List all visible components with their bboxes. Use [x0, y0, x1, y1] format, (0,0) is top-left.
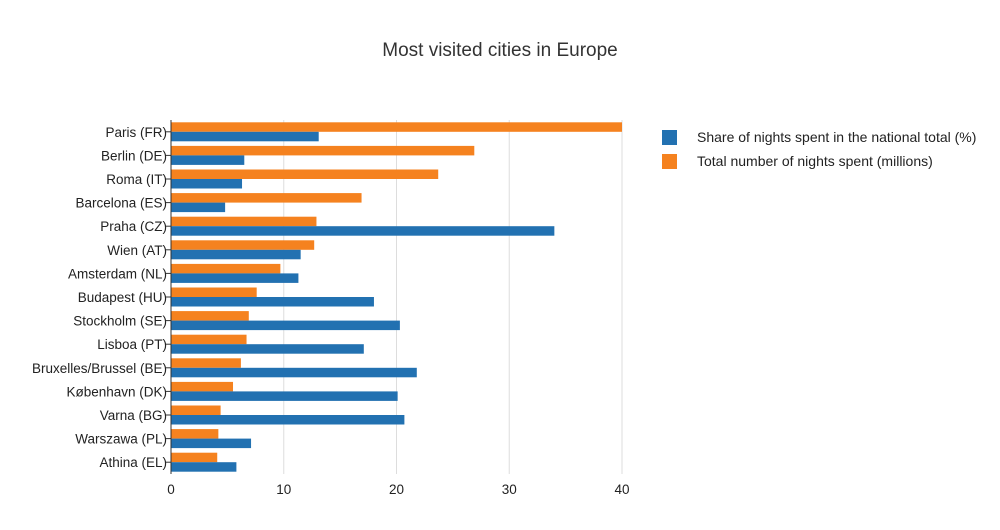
axes — [166, 120, 172, 474]
bar-total-nights[interactable] — [171, 334, 247, 345]
bar-share-nights[interactable] — [171, 273, 299, 283]
legend-label-total: Total number of nights spent (millions) — [697, 153, 933, 169]
bar-share-nights[interactable] — [171, 297, 374, 307]
category-label: Barcelona (ES) — [75, 196, 167, 211]
x-tick-label: 0 — [167, 482, 175, 497]
legend-swatch-share — [662, 129, 677, 145]
category-label: Stockholm (SE) — [73, 314, 167, 329]
bar-share-nights[interactable] — [171, 462, 237, 472]
bar-share-nights[interactable] — [171, 367, 417, 378]
x-tick-label: 20 — [389, 482, 404, 497]
category-label: Amsterdam (NL) — [68, 266, 167, 281]
bar-total-nights[interactable] — [171, 193, 362, 203]
category-label: Praha (CZ) — [100, 219, 167, 234]
bar-total-nights[interactable] — [171, 429, 219, 439]
bar-share-nights[interactable] — [171, 438, 252, 449]
bar-share-nights[interactable] — [171, 344, 364, 354]
bar-total-nights[interactable] — [171, 240, 315, 250]
legend: Share of nights spent in the national to… — [662, 125, 976, 173]
bar-share-nights[interactable] — [171, 249, 301, 260]
bar-total-nights[interactable] — [171, 287, 257, 298]
category-label: Budapest (HU) — [78, 290, 167, 305]
category-label: Athina (EL) — [99, 455, 167, 470]
x-tick-label: 40 — [614, 482, 629, 497]
category-label: Warszawa (PL) — [75, 432, 167, 447]
x-tick-labels: 0 10 20 30 40 — [167, 482, 629, 497]
category-label: Roma (IT) — [106, 172, 167, 187]
bar-total-nights[interactable] — [171, 122, 622, 132]
bar-total-nights[interactable] — [171, 405, 221, 416]
bars — [171, 122, 622, 472]
bar-share-nights[interactable] — [171, 415, 405, 425]
category-label: Wien (AT) — [107, 243, 167, 258]
bar-total-nights[interactable] — [171, 216, 317, 227]
bar-share-nights[interactable] — [171, 226, 555, 236]
legend-swatch-total — [662, 153, 677, 169]
bar-share-nights[interactable] — [171, 131, 319, 142]
x-tick-label: 30 — [502, 482, 517, 497]
bar-total-nights[interactable] — [171, 358, 241, 368]
bar-total-nights[interactable] — [171, 311, 249, 321]
bar-share-nights[interactable] — [171, 320, 400, 331]
bar-total-nights[interactable] — [171, 145, 475, 156]
legend-item-share[interactable]: Share of nights spent in the national to… — [662, 125, 976, 149]
bar-total-nights[interactable] — [171, 169, 439, 180]
category-label: København (DK) — [66, 384, 167, 399]
x-tick-label: 10 — [276, 482, 291, 497]
chart-title: Most visited cities in Europe — [382, 40, 618, 61]
category-label: Varna (BG) — [100, 408, 167, 423]
bar-total-nights[interactable] — [171, 263, 281, 274]
bar-share-nights[interactable] — [171, 179, 243, 189]
bar-share-nights[interactable] — [171, 391, 398, 401]
category-labels: Paris (FR) Berlin (DE) Roma (IT) Barcelona … — [32, 125, 167, 470]
bar-share-nights[interactable] — [171, 202, 226, 213]
category-label: Paris (FR) — [106, 125, 168, 140]
bar-total-nights[interactable] — [171, 381, 234, 392]
category-label: Berlin (DE) — [101, 148, 167, 163]
category-label: Lisboa (PT) — [97, 337, 167, 352]
legend-label-share: Share of nights spent in the national to… — [697, 129, 977, 145]
legend-item-total[interactable]: Total number of nights spent (millions) — [662, 149, 976, 173]
bar-share-nights[interactable] — [171, 155, 245, 165]
category-label: Bruxelles/Brussel (BE) — [32, 361, 167, 376]
bar-total-nights[interactable] — [171, 452, 218, 463]
